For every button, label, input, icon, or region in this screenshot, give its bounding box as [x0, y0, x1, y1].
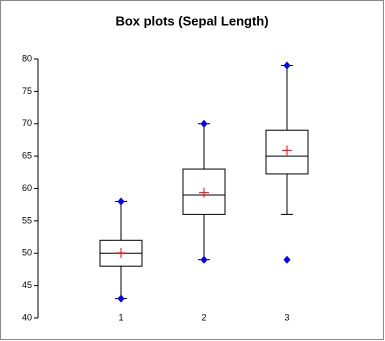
point [200, 119, 208, 128]
y-tick-label: 65 [22, 151, 32, 161]
point [117, 294, 125, 303]
mean-marker [199, 187, 209, 198]
mean-marker [116, 247, 126, 258]
y-tick-label: 40 [22, 312, 32, 322]
x-tick-label: 2 [201, 312, 206, 322]
mean-marker [282, 145, 292, 156]
y-tick-label: 70 [22, 118, 32, 128]
y-tick-label: 80 [22, 53, 32, 63]
x-tick-label: 1 [118, 312, 123, 322]
y-tick-label: 75 [22, 86, 32, 96]
point [117, 197, 125, 206]
x-tick-label: 3 [284, 312, 289, 322]
chart-title: Box plots (Sepal Length) [115, 13, 268, 28]
y-tick-label: 55 [22, 215, 32, 225]
y-tick-label: 45 [22, 280, 32, 290]
point [200, 255, 208, 264]
y-tick-label: 60 [22, 183, 32, 193]
point [283, 255, 291, 264]
point [283, 61, 291, 70]
y-tick-label: 50 [22, 248, 32, 258]
